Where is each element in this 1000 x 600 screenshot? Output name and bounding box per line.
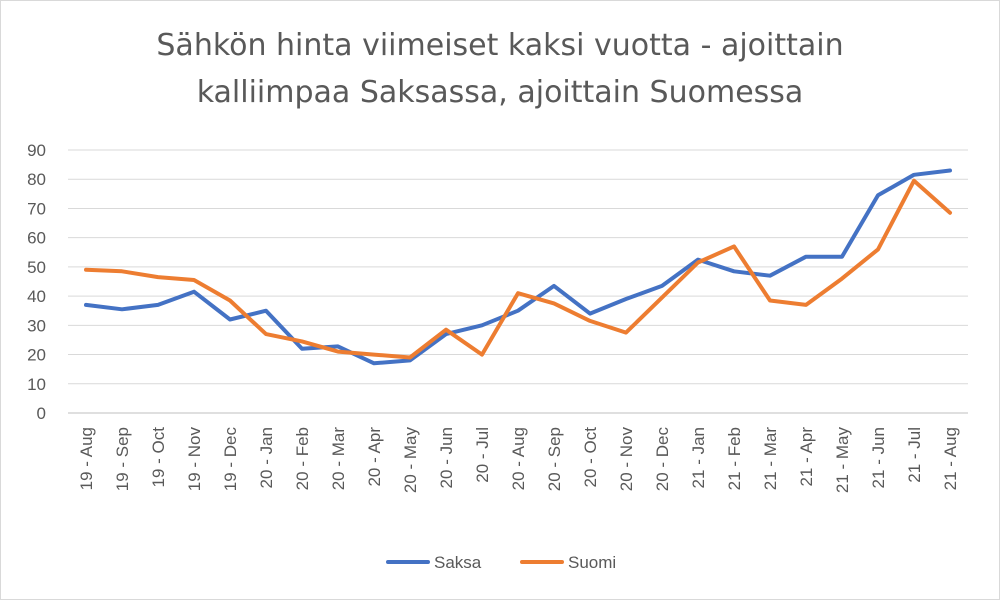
series-lines [84, 168, 952, 366]
x-tick-label: 20 - Nov [617, 427, 636, 492]
x-tick-label: 19 - Oct [149, 427, 168, 488]
y-tick-label: 40 [27, 287, 46, 306]
legend: Saksa Suomi [386, 553, 616, 572]
y-tick-label: 20 [27, 346, 46, 365]
x-tick-label: 20 - Aug [509, 427, 528, 490]
legend-label-suomi: Suomi [568, 553, 616, 572]
y-axis-tick-labels: 0 10 20 30 40 50 60 70 80 90 [27, 141, 46, 423]
gridlines [68, 149, 968, 414]
x-tick-label: 20 - Feb [293, 427, 312, 490]
x-tick-label: 21 - Mar [761, 427, 780, 491]
chart-title-line-2: kalliimpaa Saksassa, ajoittain Suomessa [196, 75, 804, 110]
x-tick-label: 20 - May [401, 427, 420, 494]
y-tick-label: 80 [27, 170, 46, 189]
y-tick-label: 50 [27, 258, 46, 277]
y-tick-label: 0 [37, 404, 46, 423]
x-tick-label: 20 - Jan [257, 427, 276, 488]
x-tick-label: 20 - Mar [329, 427, 348, 491]
x-axis-tick-labels: 19 - Aug 19 - Sep 19 - Oct 19 - Nov 19 - Dec… [77, 427, 960, 494]
x-tick-label: 21 - Jan [689, 427, 708, 488]
x-tick-label: 21 - Aug [941, 427, 960, 490]
legend-label-saksa: Saksa [434, 553, 482, 572]
x-tick-label: 19 - Dec [221, 427, 240, 492]
x-tick-label: 21 - May [833, 427, 852, 494]
x-tick-label: 20 - Dec [653, 427, 672, 492]
x-tick-label: 21 - Jul [905, 427, 924, 483]
y-tick-label: 30 [27, 316, 46, 335]
x-tick-label: 20 - Jun [437, 427, 456, 488]
series-line-suomi [84, 178, 952, 360]
y-tick-label: 90 [27, 141, 46, 160]
series-line-saksa [84, 168, 952, 366]
x-tick-label: 21 - Apr [797, 427, 816, 487]
x-tick-label: 20 - Oct [581, 427, 600, 488]
y-tick-label: 70 [27, 199, 46, 218]
y-tick-label: 60 [27, 229, 46, 248]
x-tick-label: 20 - Sep [545, 427, 564, 491]
chart-title-line-1: Sähkön hinta viimeiset kaksi vuotta - aj… [156, 28, 844, 63]
y-tick-label: 10 [27, 375, 46, 394]
x-tick-label: 19 - Aug [77, 427, 96, 490]
chart-title: Sähkön hinta viimeiset kaksi vuotta - aj… [0, 22, 1000, 116]
x-tick-label: 20 - Apr [365, 427, 384, 487]
x-tick-label: 20 - Jul [473, 427, 492, 483]
x-tick-label: 21 - Jun [869, 427, 888, 488]
x-tick-label: 21 - Feb [725, 427, 744, 490]
x-tick-label: 19 - Nov [185, 427, 204, 492]
x-tick-label: 19 - Sep [113, 427, 132, 491]
